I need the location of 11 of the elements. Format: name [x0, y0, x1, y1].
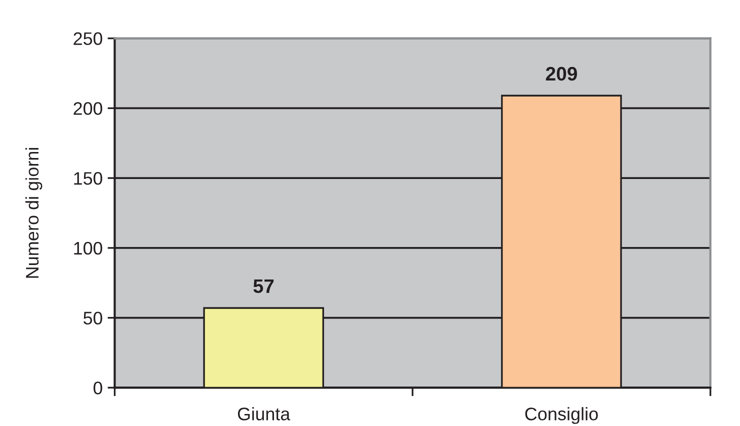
y-tick-label: 200 — [74, 102, 102, 115]
y-tick-label: 100 — [74, 242, 102, 255]
data-label: 209 — [546, 66, 577, 81]
y-tick-label: 150 — [74, 172, 102, 185]
data-label: 57 — [253, 279, 274, 294]
x-tick-label: Consiglio — [525, 407, 598, 424]
y-tick-label: 0 — [94, 382, 102, 394]
y-tick-label: 250 — [74, 32, 102, 46]
x-tick-label: Giunta — [238, 407, 290, 420]
y-tick-label: 50 — [84, 312, 102, 325]
y-axis-title: Numero di giorni — [25, 148, 42, 278]
